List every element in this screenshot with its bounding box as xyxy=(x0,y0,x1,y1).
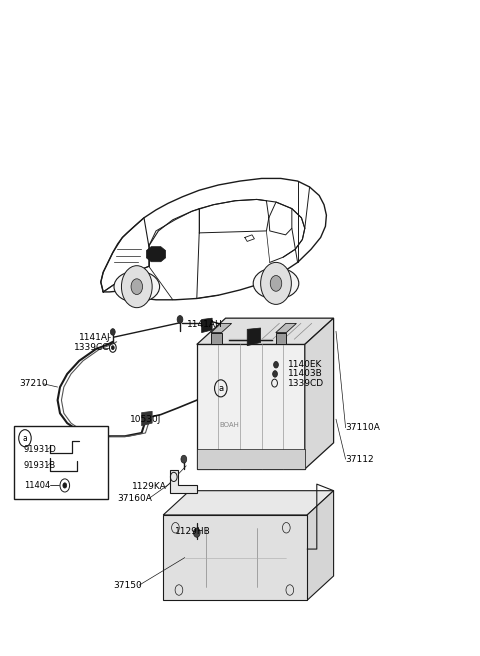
Circle shape xyxy=(121,266,152,308)
Text: 1141AH: 1141AH xyxy=(187,319,223,329)
Circle shape xyxy=(177,316,183,323)
Polygon shape xyxy=(307,491,334,600)
Text: 1129KA: 1129KA xyxy=(132,482,167,491)
Circle shape xyxy=(111,346,114,350)
Text: 37110A: 37110A xyxy=(346,423,381,432)
Text: BOAH: BOAH xyxy=(219,422,239,428)
Polygon shape xyxy=(202,318,212,333)
Polygon shape xyxy=(211,323,231,333)
Polygon shape xyxy=(163,515,307,600)
Text: 37112: 37112 xyxy=(346,455,374,464)
Polygon shape xyxy=(163,491,334,515)
Circle shape xyxy=(261,262,291,304)
Text: 10530J: 10530J xyxy=(130,415,161,424)
Polygon shape xyxy=(247,328,261,346)
Text: 37210: 37210 xyxy=(19,379,48,388)
Text: 37150: 37150 xyxy=(113,581,142,590)
Polygon shape xyxy=(170,470,197,493)
Polygon shape xyxy=(197,449,305,469)
Circle shape xyxy=(63,483,67,488)
Text: a: a xyxy=(23,434,27,443)
Ellipse shape xyxy=(253,268,299,299)
Circle shape xyxy=(110,329,115,335)
Text: 11404: 11404 xyxy=(24,481,50,490)
Polygon shape xyxy=(142,411,152,426)
Text: 91931B: 91931B xyxy=(24,461,56,470)
Text: 1129HB: 1129HB xyxy=(175,527,211,536)
Circle shape xyxy=(270,276,282,291)
Polygon shape xyxy=(211,333,221,344)
Text: 1339CC: 1339CC xyxy=(74,343,110,352)
Text: 1140EK: 1140EK xyxy=(288,360,323,369)
Polygon shape xyxy=(305,318,334,469)
Polygon shape xyxy=(146,247,166,262)
Bar xyxy=(14,426,108,499)
Text: 11403B: 11403B xyxy=(288,369,323,379)
Circle shape xyxy=(274,361,278,368)
Polygon shape xyxy=(197,318,334,344)
Polygon shape xyxy=(276,323,297,333)
Text: 91931D: 91931D xyxy=(24,445,57,454)
Text: 1141AJ: 1141AJ xyxy=(79,333,111,342)
Circle shape xyxy=(273,371,277,377)
Circle shape xyxy=(181,455,187,463)
Text: a: a xyxy=(218,384,223,393)
Text: 1339CD: 1339CD xyxy=(288,379,324,388)
Ellipse shape xyxy=(114,271,159,302)
Circle shape xyxy=(131,279,143,295)
Polygon shape xyxy=(197,344,305,469)
Polygon shape xyxy=(276,333,286,344)
Text: 37160A: 37160A xyxy=(118,494,153,503)
Circle shape xyxy=(193,528,200,537)
